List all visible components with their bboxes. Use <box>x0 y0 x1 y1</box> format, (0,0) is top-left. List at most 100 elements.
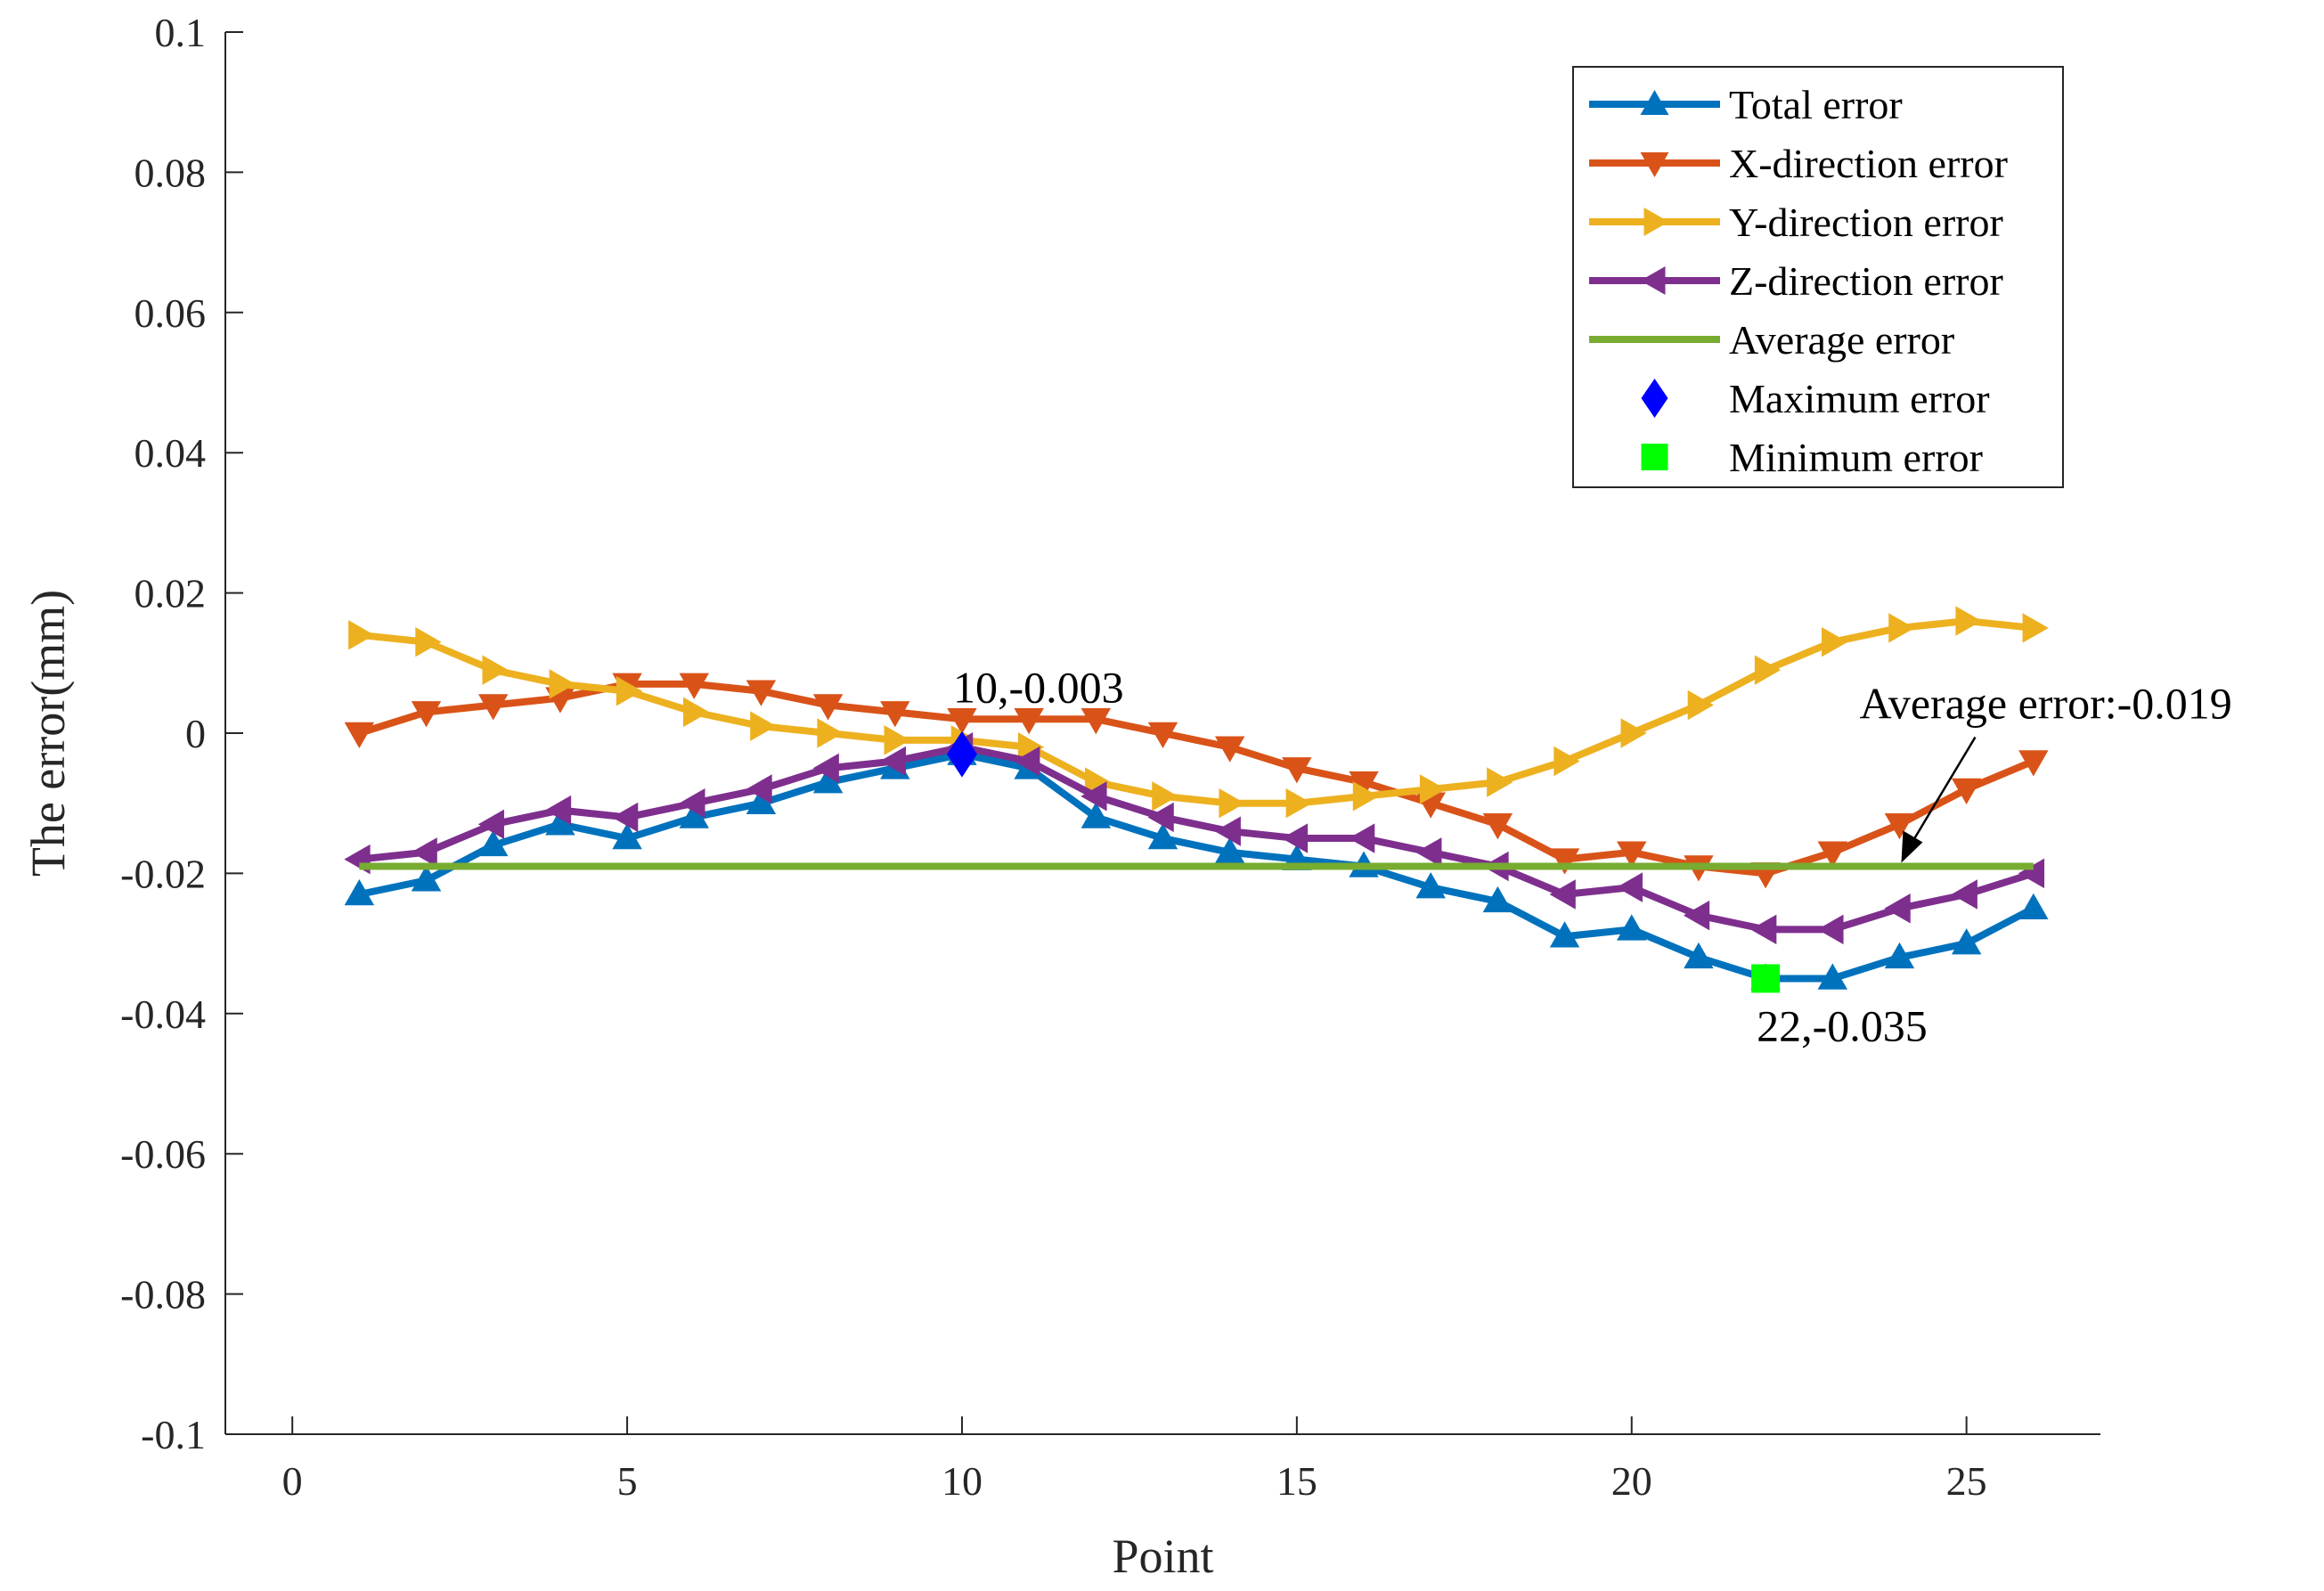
series-0-point <box>1214 836 1245 864</box>
series-1-point <box>1817 841 1848 868</box>
series-0-point <box>1884 942 1915 969</box>
legend-label-3: Z-direction error <box>1729 258 2003 304</box>
annotation-layer: 10,-0.003 22,-0.035 Average error:-0.019 <box>953 663 2232 1051</box>
series-1-point <box>1549 848 1580 875</box>
legend-label-5: Maximum error <box>1729 376 1990 421</box>
series-0-point <box>1549 921 1580 948</box>
y-tick-label: 0.06 <box>135 290 207 336</box>
series-3-point <box>544 795 572 826</box>
series-3-point <box>1415 837 1442 868</box>
series-0-point <box>1817 963 1848 990</box>
series-1-point <box>344 722 375 749</box>
legend-swatch-marker-5 <box>1641 379 1668 418</box>
y-tick-label: 0.1 <box>155 10 207 55</box>
legend-label-0: Total error <box>1729 82 1903 127</box>
series-0-point <box>1684 942 1714 969</box>
series-3-point <box>1616 872 1643 902</box>
y-tick-label: 0.04 <box>135 430 207 476</box>
series-1-point <box>1951 778 1982 804</box>
x-axis-title: Point <box>1112 1530 1213 1583</box>
x-tick-label: 20 <box>1611 1458 1652 1504</box>
series-3-point <box>1750 914 1777 945</box>
annotation-arrow-head <box>1901 830 1923 863</box>
x-tick-label: 15 <box>1276 1458 1317 1504</box>
series-3-point <box>1281 823 1309 853</box>
series-1-point <box>679 673 709 699</box>
series-2-point <box>482 655 509 685</box>
series-3-point <box>477 809 504 840</box>
legend-swatch-marker-2 <box>1643 208 1669 236</box>
series-3-point <box>1214 816 1241 846</box>
series-line-1 <box>355 680 2037 877</box>
series-2-point <box>1219 787 1245 819</box>
series-1-point <box>1214 736 1245 763</box>
annotation-min-label: 22,-0.035 <box>1757 1000 1928 1050</box>
series-1-point <box>947 708 977 735</box>
series-1-point <box>2018 750 2049 777</box>
series-2-point <box>1152 781 1178 812</box>
series-3-point <box>679 787 705 819</box>
series-0-point <box>1080 802 1112 828</box>
series-2-point <box>1754 655 1782 685</box>
y-tick-label: -0.08 <box>120 1272 206 1318</box>
series-3-point <box>812 753 839 784</box>
x-tick-label: 0 <box>282 1458 303 1504</box>
y-tick-label: 0 <box>185 711 206 756</box>
series-1-point <box>746 680 777 706</box>
series-3-point <box>1147 802 1174 833</box>
y-tick-label: 0.08 <box>135 150 207 195</box>
legend-label-4: Average error <box>1729 317 1954 363</box>
x-tick-label: 10 <box>942 1458 983 1504</box>
series-2-point <box>750 711 777 741</box>
series-1-point <box>1617 841 1647 868</box>
x-tick-label: 5 <box>617 1458 638 1504</box>
series-line-3 <box>355 743 2037 934</box>
series-1-point <box>812 694 844 721</box>
series-3-point <box>1683 900 1710 931</box>
y-tick-label: -0.02 <box>120 851 206 896</box>
y-tick-label: 0.02 <box>135 571 207 616</box>
series-0-point <box>411 865 442 892</box>
axes: -0.1 -0.08 -0.06 -0.04 -0.02 0 0.02 0.04 0.06 0.0… <box>21 10 2100 1583</box>
series-0-point <box>477 829 509 857</box>
series-2-point <box>683 697 710 728</box>
series-2-point <box>1352 781 1380 812</box>
series-1-point <box>411 701 442 728</box>
series-0-point <box>2018 893 2049 919</box>
legend-swatch-marker-6 <box>1641 444 1668 470</box>
series-2-point <box>616 676 643 706</box>
series-2-point <box>415 626 442 657</box>
series-0-point <box>1147 823 1178 850</box>
series-2-point <box>549 669 575 699</box>
series-3-point <box>1080 781 1107 812</box>
legend-swatch-marker-3 <box>1640 266 1666 295</box>
series-2-point <box>2022 613 2049 643</box>
series-1-point <box>477 694 509 721</box>
series-2-point <box>1822 626 1848 657</box>
series-0-point <box>612 823 642 850</box>
y-tick-label: -0.1 <box>141 1412 206 1457</box>
series-2-point <box>1553 746 1580 777</box>
series-2-point <box>1888 613 1915 643</box>
series-2-point <box>1620 718 1647 748</box>
legend-label-1: X-direction error <box>1729 141 2008 186</box>
annotation-max-label: 10,-0.003 <box>953 663 1124 713</box>
series-3-point <box>1884 893 1911 924</box>
y-tick-label: -0.06 <box>120 1131 206 1177</box>
y-axis-title: The error(mm) <box>21 590 75 877</box>
series-1-point <box>1884 813 1915 840</box>
series-3-point <box>612 802 639 833</box>
series-2-point <box>1487 767 1513 797</box>
minimum-error-marker <box>1751 964 1781 993</box>
legend-label-6: Minimum error <box>1729 435 1983 480</box>
series-0-point <box>344 878 375 906</box>
legend-label-2: Y-direction error <box>1729 200 2003 245</box>
series-2-point <box>348 620 375 650</box>
series-line-2 <box>355 617 2037 807</box>
series-2-point <box>1687 689 1714 721</box>
series-0-point <box>1951 928 1982 955</box>
series-1-point <box>1080 708 1112 735</box>
series-0-point <box>1415 872 1446 899</box>
legend: Total error X-direction error Y-direction … <box>1572 66 2064 488</box>
